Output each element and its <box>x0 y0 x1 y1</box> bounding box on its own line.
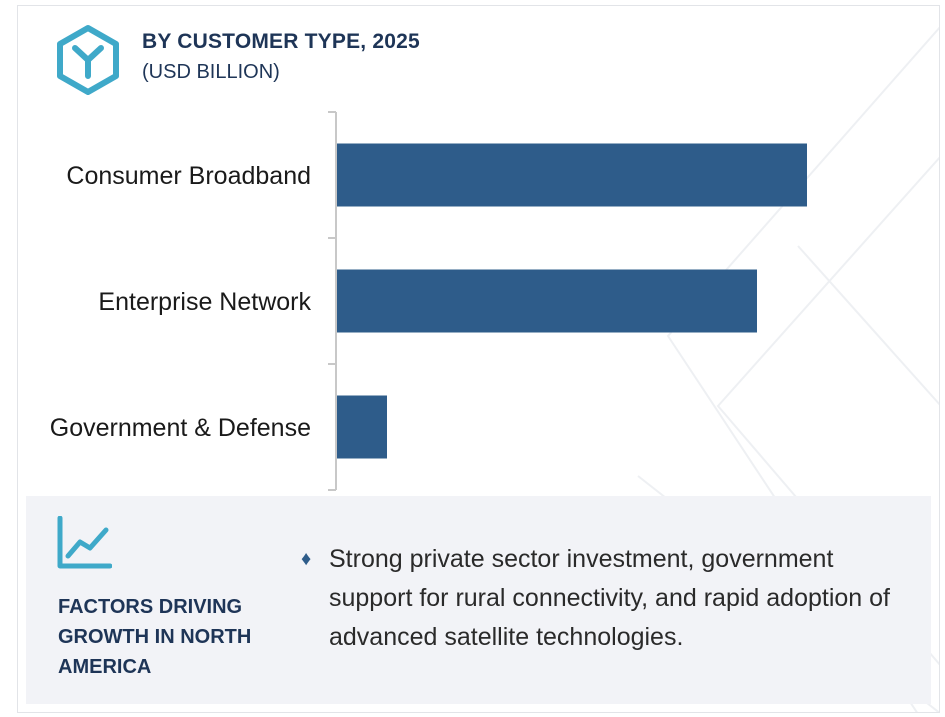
hexagon-y-logo-icon <box>57 25 119 95</box>
bar <box>337 143 807 207</box>
infographic-card: BY CUSTOMER TYPE, 2025 (USD BILLION) Con… <box>17 5 940 713</box>
chart-subtitle: (USD BILLION) <box>142 61 280 83</box>
category-label: Enterprise Network <box>98 288 311 316</box>
factor-bullet-text: Strong private sector investment, govern… <box>329 545 890 651</box>
trend-line-icon <box>57 516 112 569</box>
bullet-diamond-icon: ♦ <box>301 548 312 570</box>
factors-panel: FACTORS DRIVING GROWTH IN NORTH AMERICA … <box>26 496 931 704</box>
bar-chart: Consumer Broadband Enterprise Network Gove… <box>50 111 807 491</box>
category-label: Government & Defense <box>50 414 311 442</box>
bar <box>337 269 757 333</box>
bar <box>337 395 387 459</box>
factors-title: FACTORS DRIVING GROWTH IN NORTH AMERICA <box>58 596 252 678</box>
category-label: Consumer Broadband <box>66 162 311 190</box>
chart-title: BY CUSTOMER TYPE, 2025 <box>142 30 420 53</box>
